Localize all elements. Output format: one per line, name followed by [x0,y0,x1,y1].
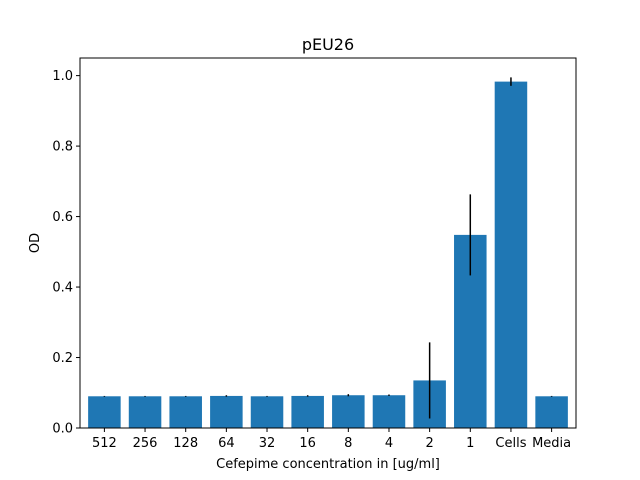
x-tick-label: 512 [92,436,117,451]
bar [291,395,324,428]
x-tick-label: 8 [344,436,352,451]
error-bars-group [103,77,553,419]
x-tick-label: Cells [495,436,526,451]
y-axis-ticks: 0.0 0.2 0.4 0.6 0.8 1.0 [52,69,80,437]
bar [372,395,406,428]
bars-group [88,81,568,428]
x-tick-label: 16 [299,436,316,451]
x-tick-label: Media [532,436,571,451]
y-tick-label: 0.8 [52,140,73,155]
y-tick-label: 0.2 [52,351,73,366]
bar [250,396,284,428]
x-tick-label: 2 [425,436,433,451]
x-axis-label: Cefepime concentration in [ug/ml] [216,457,440,472]
x-axis-ticks: 512 256 128 64 32 16 8 4 2 1 Cells Media [92,428,571,451]
y-tick-label: 1.0 [52,69,73,84]
bar [128,396,162,428]
x-tick-label: 256 [133,436,158,451]
bar [535,396,568,428]
plot-frame [79,57,577,429]
chart-title: pEU26 [302,35,354,54]
x-tick-label: 64 [218,436,235,451]
x-tick-label: 128 [173,436,198,451]
bar [210,395,243,428]
bar [332,395,365,428]
bar [494,81,528,428]
y-tick-label: 0.4 [52,281,73,296]
bar [169,396,202,428]
x-tick-label: 32 [259,436,276,451]
y-tick-label: 0.6 [52,210,73,225]
y-axis-label: OD [28,233,43,253]
x-tick-label: 4 [385,436,393,451]
bar [88,396,121,428]
y-tick-label: 0.0 [52,422,73,437]
x-tick-label: 1 [466,436,474,451]
